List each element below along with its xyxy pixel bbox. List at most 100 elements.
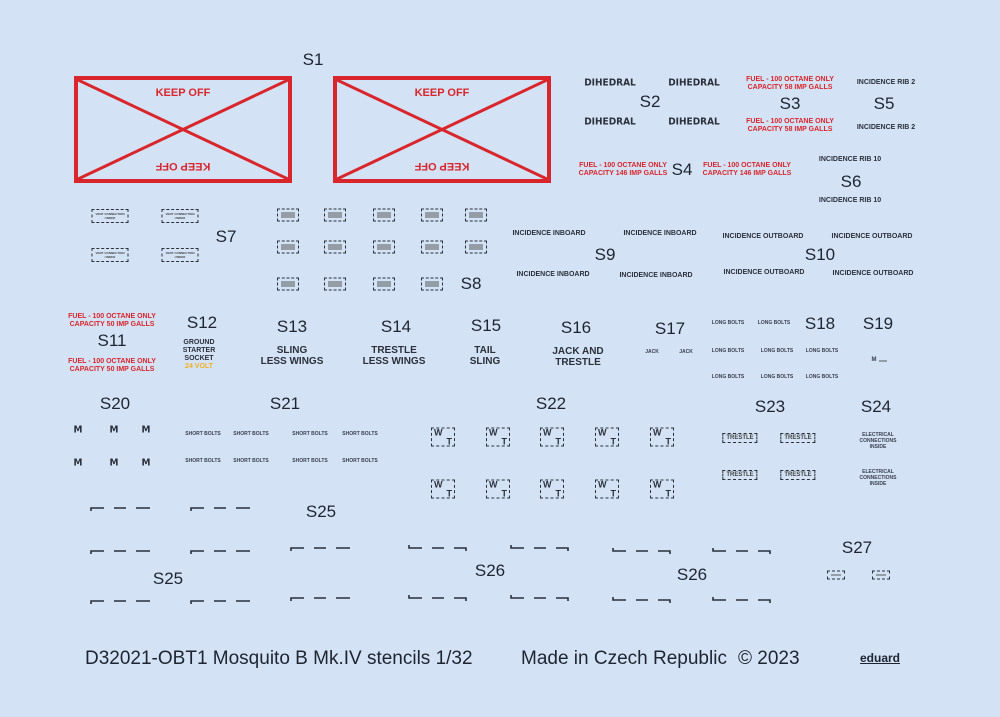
incidence-inboard-stencil: INCIDENCE INBOARD [516,271,590,278]
vent-connection-stencil-line: VENT CONNECTION [95,251,125,255]
wt-t: T [446,488,453,499]
m-stencil: M [109,424,119,436]
small-box-stencil [324,277,346,291]
long-bolts-stencil: LONG BOLTS [757,320,791,326]
ground-starter-stencil: GROUND STARTER SOCKET 24 VOLT [183,339,216,371]
dihedral-stencil: DIHEDRAL [584,77,636,89]
keep-off-text-inverted: KEEP OFF [414,160,470,172]
wt-t: T [610,488,617,499]
short-bolts-stencil: SHORT BOLTS [292,458,328,464]
incidence-rib2-stencil: INCIDENCE RIB 2 [856,79,916,86]
long-bolts-stencil: LONG BOLTS [760,374,794,380]
tail-sling-stencil: TAIL SLING [470,345,501,367]
dihedral-stencil: DIHEDRAL [668,77,720,89]
fuel-50-stencil-line: CAPACITY 50 IMP GALLS [69,366,155,373]
decal-number-label: S16 [560,318,592,337]
decal-number-label: S22 [535,394,567,413]
fuel-146-stencil-line: FUEL - 100 OCTANE ONLY [579,162,667,169]
incidence-rib2-stencil: INCIDENCE RIB 2 [856,124,916,131]
decal-number-label: S8 [460,274,482,293]
fuel-146-stencil: FUEL - 100 OCTANE ONLY CAPACITY 146 IMP G… [579,162,668,178]
decal-number-label: S26 [474,561,506,580]
decal-number-label: S6 [840,172,862,191]
fuel-50-stencil-line: CAPACITY 50 IMP GALLS [69,321,155,328]
fuel-58-stencil-line: FUEL - 100 OCTANE ONLY [746,118,834,125]
decal-number-label: S2 [639,92,661,111]
long-bolts-stencil: LONG BOLTS [760,348,794,354]
vent-connection-stencil-line: VENT CONNECTION [165,251,195,255]
jack-and-trestle-stencil-line: TRESTLE [555,357,601,368]
electrical-connections-stencil-line: ELECTRICAL [862,432,894,438]
short-bolts-stencil: SHORT BOLTS [185,458,221,464]
keep-off-panel: KEEP OFF KEEP OFF [333,76,551,183]
decal-number-label: S11 [97,331,127,350]
copyright: © 2023 [738,648,800,669]
decal-number-label: S9 [594,245,616,264]
electrical-connections-stencil: ELECTRICAL CONNECTIONS INSIDE [860,432,897,450]
wt-w: W [598,427,607,438]
long-bolts-stencil: LONG BOLTS [711,320,745,326]
trestle-stencil: TRESTLE [722,470,758,480]
decal-number-label: S3 [779,94,801,113]
keep-off-text-inverted: KEEP OFF [155,160,211,172]
dash-strip-stencil [190,543,252,554]
electrical-connections-stencil: ELECTRICAL CONNECTIONS INSIDE [860,469,897,487]
dihedral-stencil: DIHEDRAL [584,116,636,128]
dash-strip-stencil [712,592,774,603]
tail-sling-stencil-line: SLING [469,356,501,367]
dash-strip-stencil [712,543,774,554]
jack-stencil: JACK [645,349,659,355]
incidence-outboard-stencil: INCIDENCE OUTBOARD [723,269,805,276]
vent-connection-stencil-line: UNDER [104,255,116,259]
wt-t: T [665,488,672,499]
ground-starter-stencil-line: SOCKET [184,355,214,362]
small-box-stencil [465,240,487,254]
small-box-stencil [465,208,487,222]
sling-less-wings-stencil: SLING LESS WINGS [261,345,324,367]
decal-number-label: S1 [302,50,324,69]
sling-less-wings-stencil-line: LESS WINGS [260,356,324,367]
vent-connection-stencil: VENT CONNECTION UNDER [161,248,199,262]
decal-number-label: S14 [380,317,412,336]
ground-starter-stencil-line: STARTER [182,347,216,354]
made-in-label: Made in Czech Republic [521,648,727,669]
dihedral-stencil: DIHEDRAL [668,116,720,128]
decal-number-label: S17 [654,319,686,338]
decal-number-label: S15 [470,316,502,335]
vent-connection-stencil-line: VENT CONNECTION [95,212,125,216]
dash-strip-stencil [90,500,152,511]
short-bolts-stencil: SHORT BOLTS [233,458,269,464]
small-box-stencil [324,208,346,222]
fuel-58-stencil-line: CAPACITY 58 IMP GALLS [747,126,833,133]
vent-connection-stencil: VENT CONNECTION UNDER [91,209,129,223]
fuel-146-stencil-line: CAPACITY 146 IMP GALLS [702,170,792,177]
decal-number-label: S27 [841,538,873,557]
trestle-less-wings-stencil-line: TRESTLE [371,345,417,356]
decal-number-label: S24 [860,397,892,416]
dash-strip-stencil [90,593,152,604]
dash-strip-stencil [510,590,572,601]
small-box-stencil [373,208,395,222]
ground-starter-stencil-line: GROUND [183,339,215,346]
decal-number-label: S12 [186,313,218,332]
electrical-connections-stencil-line: CONNECTIONS [859,475,897,481]
wt-t: T [501,488,508,499]
short-bolts-stencil: SHORT BOLTS [342,458,378,464]
wt-w: W [543,479,552,490]
decal-number-label: S13 [276,317,308,336]
electrical-connections-stencil-line: INSIDE [869,444,887,450]
fuel-50-stencil-line: FUEL - 100 OCTANE ONLY [68,358,156,365]
decal-number-label: S7 [215,227,237,246]
wt-w: W [489,427,498,438]
eduard-logo: eduard [860,651,901,665]
small-box-stencil [421,240,443,254]
fuel-50-stencil: FUEL - 100 OCTANE ONLY CAPACITY 50 IMP GA… [68,313,156,329]
fuel-146-stencil: FUEL - 100 OCTANE ONLY CAPACITY 146 IMP G… [703,162,792,178]
trestle-stencil: TRESTLE [722,433,758,443]
